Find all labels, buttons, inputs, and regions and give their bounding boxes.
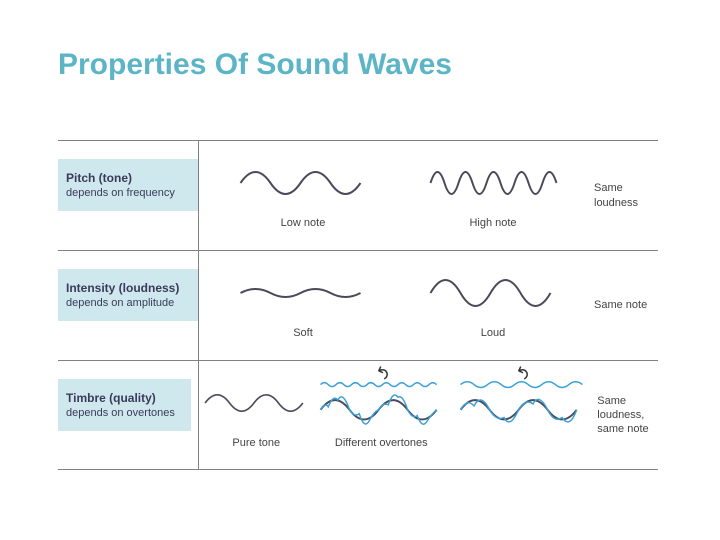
row-intensity: Intensity (loudness) depends on amplitud… [58,250,658,360]
right-label-intensity: Same note [588,251,658,360]
label-box-intensity: Intensity (loudness) depends on amplitud… [58,269,198,321]
wave-col-overtone1: ↶ Different overtones [311,361,451,469]
wave-area-pitch: Low note High note [198,141,588,250]
row-timbre: Timbre (quality) depends on overtones Pu… [58,360,658,470]
slide-title: Properties Of Sound Waves [58,48,452,82]
wave-overtone1-icon [311,373,451,433]
label-sub: depends on overtones [66,407,183,419]
wave-caption: High note [469,217,516,229]
label-title: Intensity (loudness) [66,281,190,295]
label-box-timbre: Timbre (quality) depends on overtones [58,379,191,431]
wave-caption: Pure tone [232,437,280,449]
wave-col-pure: Pure tone [201,361,311,469]
wave-soft-icon [233,263,373,323]
wave-low-note-icon [233,153,373,213]
diagram-container: Pitch (tone) depends on frequency Low no… [58,140,658,470]
right-label-timbre: Same loudness, same note [591,361,658,469]
wave-col-low: Low note [208,141,398,250]
label-title: Pitch (tone) [66,171,190,185]
wave-col-soft: Soft [208,251,398,360]
label-title: Timbre (quality) [66,391,183,405]
label-box-pitch: Pitch (tone) depends on frequency [58,159,198,211]
label-sub: depends on amplitude [66,297,190,309]
wave-overtone2-icon [451,373,591,433]
wave-col-overtone2: ↶ [451,361,591,469]
wave-high-note-icon [423,153,563,213]
row-pitch: Pitch (tone) depends on frequency Low no… [58,140,658,250]
wave-caption: Low note [281,217,326,229]
wave-pure-tone-icon [201,373,311,433]
label-sub: depends on frequency [66,187,190,199]
wave-caption: Soft [293,327,313,339]
wave-col-loud: Loud [398,251,588,360]
wave-loud-icon [423,263,563,323]
wave-caption: Loud [481,327,505,339]
wave-caption: Different overtones [335,437,428,449]
right-label-pitch: Same loudness [588,141,658,250]
wave-col-high: High note [398,141,588,250]
wave-area-timbre: Pure tone ↶ Different overtones ↶ [191,361,591,469]
wave-area-intensity: Soft Loud [198,251,588,360]
